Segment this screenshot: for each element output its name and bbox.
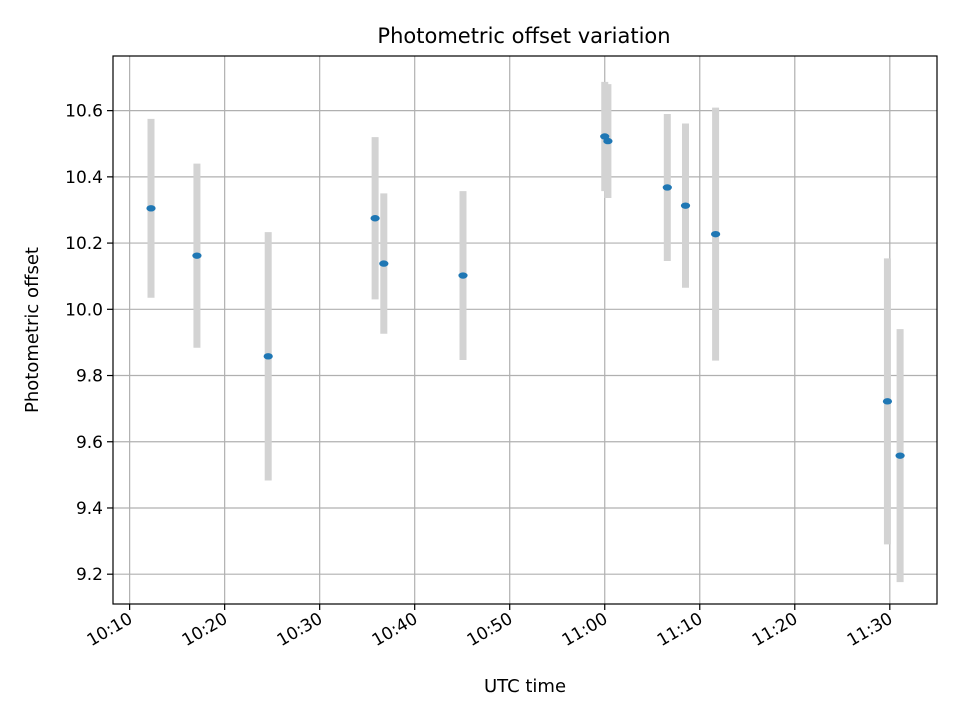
data-point	[882, 398, 893, 405]
data-point	[370, 215, 380, 222]
x-tick-label: 10:30	[274, 609, 326, 651]
data-point	[379, 260, 389, 267]
x-tick-label: 11:10	[654, 609, 706, 651]
y-tick-label: 10.2	[65, 234, 103, 254]
data-point	[458, 272, 468, 279]
x-tick-label: 10:10	[84, 609, 136, 651]
plot-frame	[112, 55, 938, 605]
data-point	[662, 184, 672, 191]
data-point	[263, 353, 273, 360]
x-tick-label: 10:20	[179, 609, 231, 651]
y-tick-label: 9.6	[76, 433, 103, 453]
y-tick-label: 9.4	[76, 499, 103, 519]
grid	[113, 56, 937, 604]
x-tick-label: 11:30	[844, 609, 896, 651]
data-point	[146, 205, 156, 212]
x-axis-ticks: 10:10 10:20 10:30 10:40 10:50 11:00 11:10 11:20…	[84, 604, 896, 651]
x-tick-label: 10:50	[464, 609, 516, 651]
x-tick-label: 11:20	[749, 609, 801, 651]
errorbars	[147, 81, 904, 583]
data-point	[680, 202, 691, 209]
x-tick-label: 10:40	[369, 609, 421, 651]
data-point	[710, 230, 721, 238]
y-tick-label: 10.4	[65, 168, 103, 188]
x-axis-label: UTC time	[484, 676, 566, 697]
data-point	[895, 452, 905, 459]
y-tick-label: 10.0	[65, 300, 103, 320]
data-point	[603, 137, 613, 145]
y-tick-label: 9.8	[76, 367, 103, 387]
y-tick-label: 10.6	[65, 102, 103, 122]
points	[146, 133, 905, 459]
y-axis-ticks: 9.2 9.4 9.6 9.8 10.0 10.2 10.4 10.6	[65, 102, 113, 585]
data-point	[192, 252, 202, 259]
x-tick-label: 11:00	[559, 609, 611, 651]
y-axis-label: Photometric offset	[22, 247, 43, 413]
chart-title: Photometric offset variation	[377, 24, 670, 48]
y-tick-label: 9.2	[76, 565, 103, 585]
